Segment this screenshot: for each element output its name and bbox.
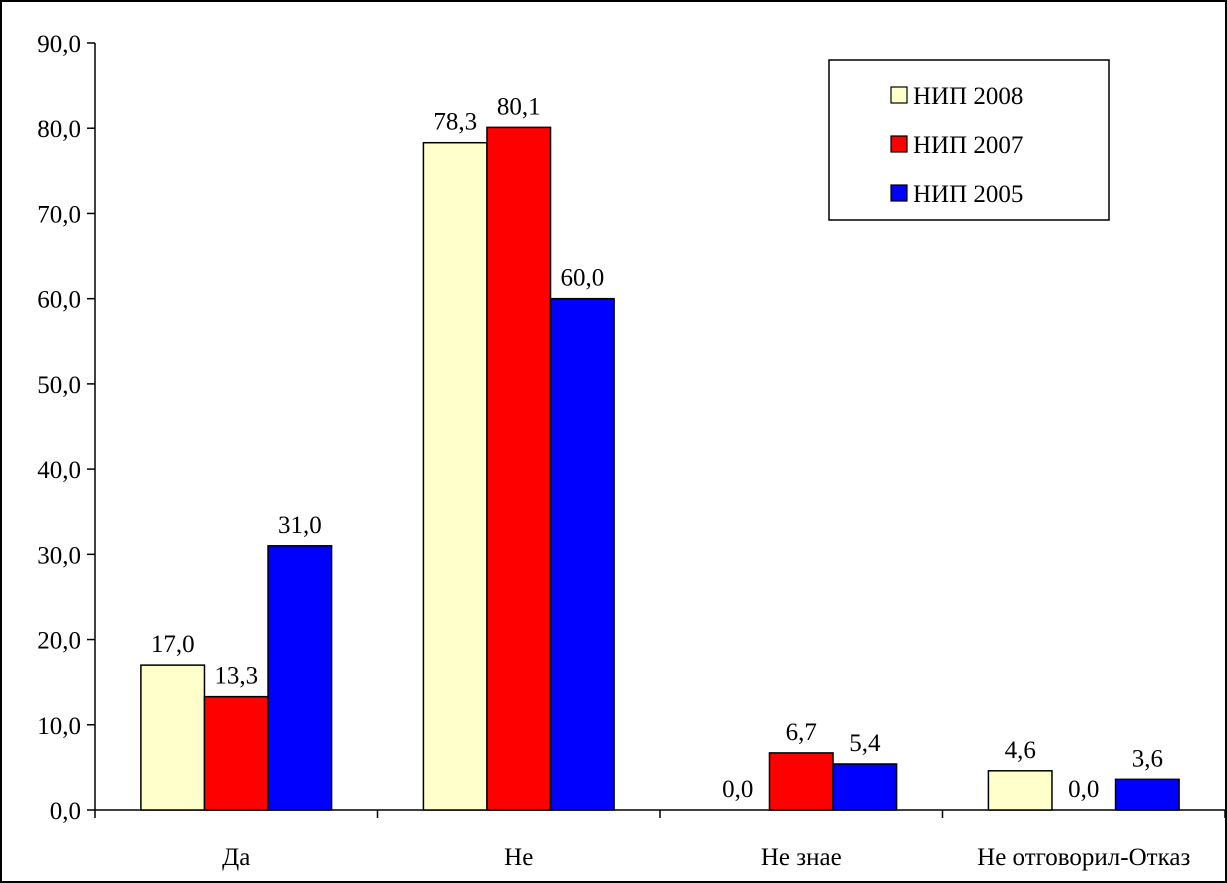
x-category-label: Да — [222, 844, 250, 871]
y-tick-label: 20,0 — [37, 628, 81, 655]
y-tick-label: 80,0 — [37, 116, 81, 143]
bar — [987, 770, 1053, 811]
legend-label: НИП 2007 — [913, 132, 1023, 159]
data-labels: 17,0 13,3 31,0 78,3 80,1 60,0 0,0 6,7 5,4 4,6 0,0 3… — [151, 93, 1163, 803]
bar — [1114, 778, 1180, 811]
y-tick-label: 10,0 — [37, 713, 81, 740]
legend: НИП 2008 НИП 2007 НИП 2005 — [828, 59, 1110, 221]
bar — [140, 664, 206, 811]
y-tick-label: 90,0 — [37, 31, 81, 58]
y-tick-label: 30,0 — [37, 542, 81, 569]
x-category-label: Не отговорил-Отказ — [977, 844, 1190, 871]
bar — [768, 752, 834, 811]
data-label: 0,0 — [1068, 776, 1099, 803]
data-label: 5,4 — [849, 730, 881, 757]
data-label: 31,0 — [278, 512, 322, 539]
y-axis: 0,0 10,0 20,0 30,0 40,0 50,0 60,0 70,0 80,0 90,0 — [37, 31, 96, 825]
data-label: 17,0 — [151, 631, 195, 658]
bar — [267, 545, 333, 811]
data-label: 78,3 — [433, 109, 477, 136]
x-category-label: Не — [504, 844, 533, 871]
legend-label: НИП 2008 — [913, 83, 1023, 110]
bar — [549, 297, 615, 811]
legend-label: НИП 2005 — [913, 181, 1023, 208]
y-tick-label: 60,0 — [37, 287, 81, 314]
bar — [486, 126, 552, 811]
data-label: 80,1 — [497, 93, 541, 120]
bars — [140, 126, 1180, 811]
data-label: 3,6 — [1132, 745, 1163, 772]
legend-swatch — [890, 135, 908, 153]
x-category-label: Не знае — [761, 844, 842, 871]
data-label: 13,3 — [214, 663, 258, 690]
y-tick-label: 40,0 — [37, 457, 81, 484]
legend-swatch — [890, 184, 908, 202]
data-label: 4,6 — [1005, 737, 1036, 764]
legend-box — [828, 59, 1110, 221]
y-tick-label: 70,0 — [37, 201, 81, 228]
data-label: 0,0 — [722, 776, 753, 803]
y-tick-label: 50,0 — [37, 372, 81, 399]
bar — [422, 141, 488, 811]
bar — [203, 695, 269, 811]
bar — [832, 763, 898, 811]
legend-swatch — [890, 86, 908, 104]
y-tick-label: 0,0 — [50, 798, 81, 825]
data-label: 6,7 — [786, 719, 817, 746]
data-label: 60,0 — [560, 265, 604, 292]
